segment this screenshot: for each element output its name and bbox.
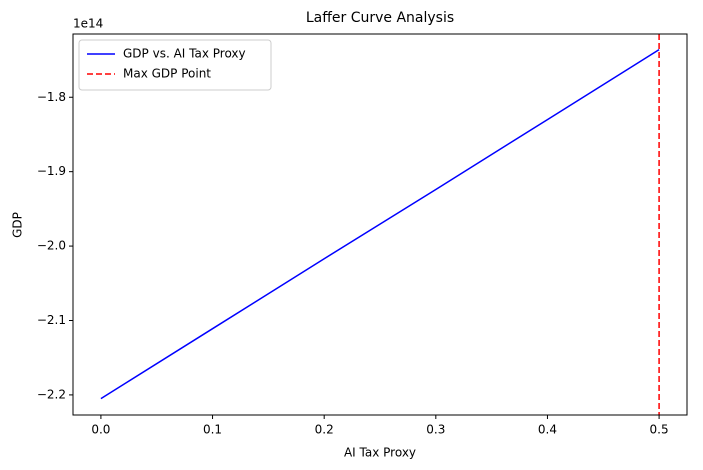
y-tick-label: −1.8: [37, 90, 66, 104]
x-axis-label: AI Tax Proxy: [344, 446, 416, 460]
y-tick-label: −2.1: [37, 313, 66, 327]
x-tick-label: 0.2: [315, 423, 334, 437]
legend-label: Max GDP Point: [123, 67, 211, 81]
y-axis-label: GDP: [11, 212, 25, 238]
x-tick-label: 0.5: [650, 423, 669, 437]
x-tick-label: 0.3: [426, 423, 445, 437]
x-tick-label: 0.1: [203, 423, 222, 437]
legend-box: [78, 39, 272, 91]
chart-title: Laffer Curve Analysis: [306, 10, 454, 26]
line: [100, 48, 660, 400]
x-tick-label: 0.4: [538, 423, 557, 437]
y-tick-label: −2.0: [37, 239, 66, 253]
y-tick-label: −1.9: [37, 164, 66, 178]
x-tick-label: 0.0: [91, 423, 110, 437]
y-tick-label: −2.2: [37, 387, 66, 401]
plot-frame: [72, 33, 688, 416]
y-offset-label: 1e14: [73, 17, 103, 31]
legend: GDP vs. AI Tax Proxy Max GDP Point: [78, 39, 272, 91]
legend-label: GDP vs. AI Tax Proxy: [123, 47, 246, 61]
